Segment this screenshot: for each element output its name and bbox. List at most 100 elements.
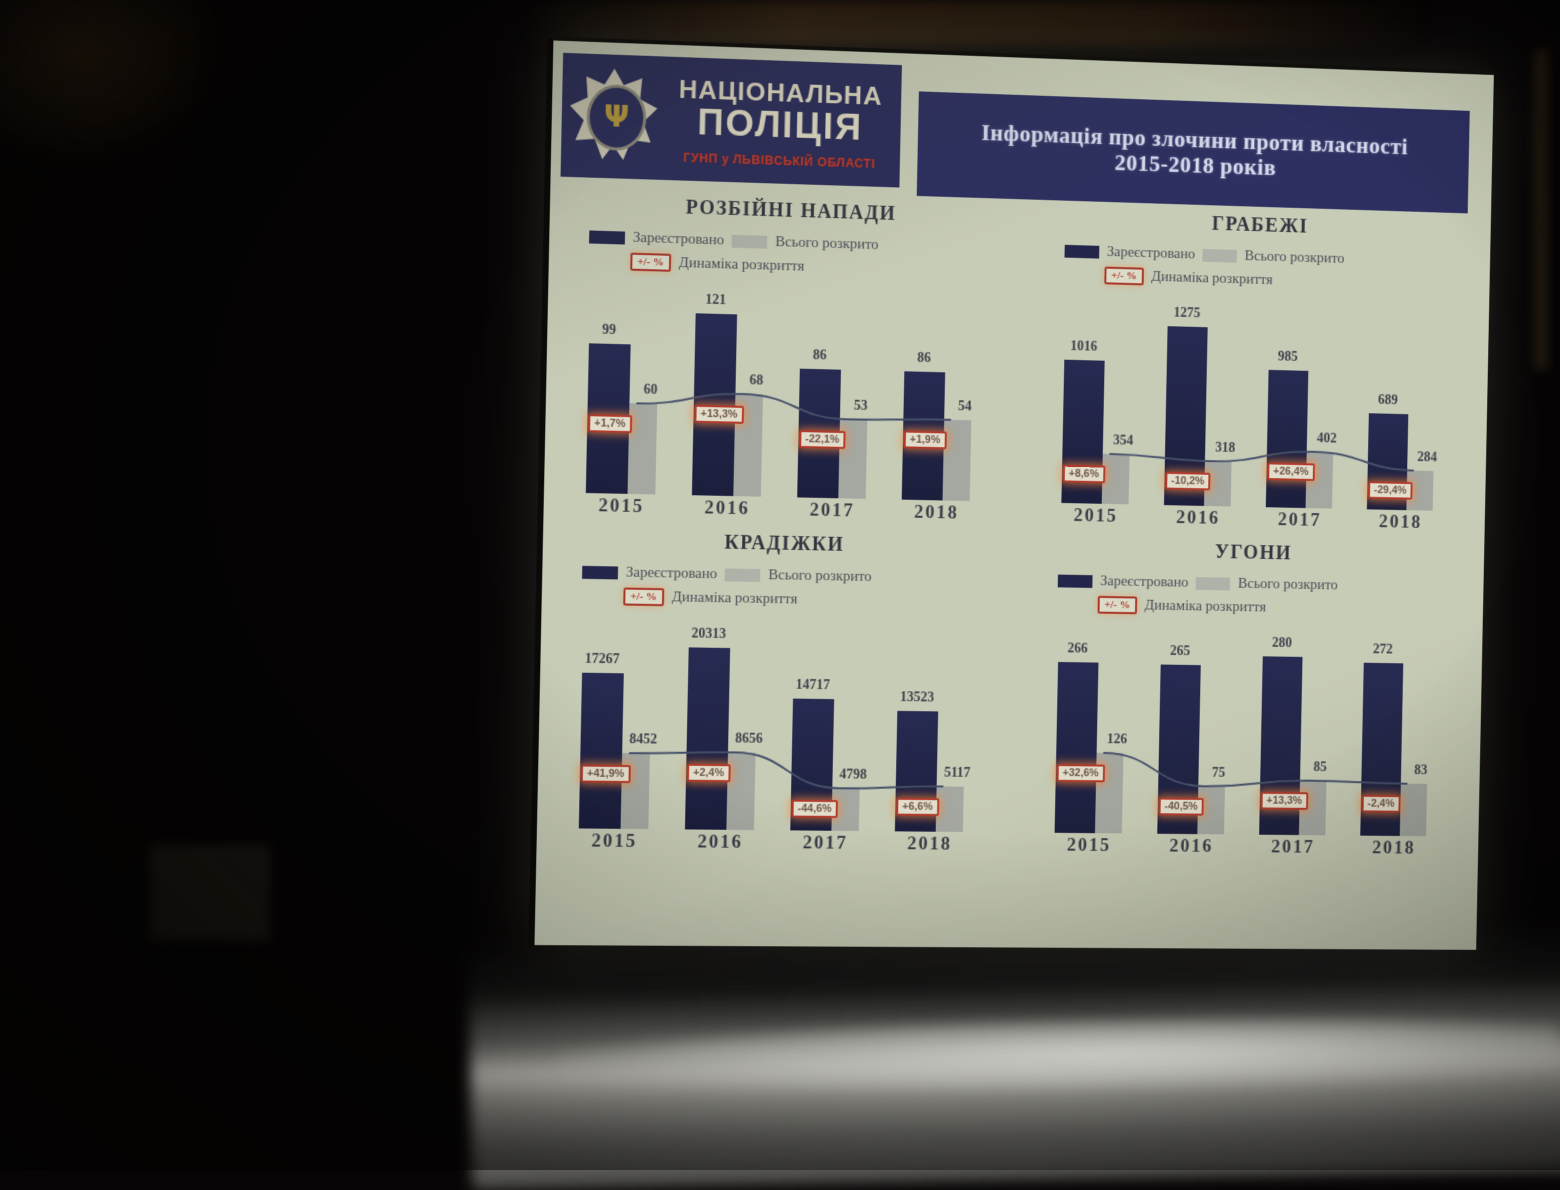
tryzub-icon: Ψ [604, 102, 630, 133]
dynamics-percent-badge: +32,6% [1057, 764, 1105, 782]
registered-value: 14717 [775, 678, 850, 695]
chart-title: УГОНИ [1031, 538, 1472, 569]
year-label: 2018 [1353, 511, 1447, 534]
legend-registered-label: Зареєстровано [633, 229, 725, 249]
legend-dynamics-label: Динаміка розкриття [1144, 597, 1266, 616]
solved-value: 318 [1196, 440, 1255, 457]
registered-value: 1016 [1047, 339, 1120, 357]
legend-dynamics-label: Динаміка розкриття [1151, 268, 1273, 288]
solved-value: 126 [1087, 732, 1147, 748]
solved-value: 54 [935, 399, 995, 416]
registered-swatch-icon [1058, 574, 1093, 587]
chart-legend: Зареєстровано Всього розкрито +/- % Дина… [1064, 239, 1478, 298]
registered-value: 280 [1246, 636, 1318, 653]
dynamics-box-icon: +/- % [623, 588, 664, 607]
police-badge-icon: Ψ [569, 67, 658, 166]
legend-registered-label: Зареєстровано [1107, 244, 1196, 263]
solved-value: 68 [726, 373, 787, 390]
wall-glow-corner [0, 0, 230, 170]
dynamics-percent-badge: +41,9% [581, 765, 631, 784]
year-label: 2018 [888, 501, 986, 525]
org-subtitle: ГУНП у ЛЬВІВСЬКІЙ ОБЛАСТІ [683, 150, 875, 170]
police-header-box: Ψ НАЦІОНАЛЬНА ПОЛІЦІЯ ГУНП у ЛЬВІВСЬКІЙ … [561, 53, 902, 188]
legend-dynamics-label: Динаміка розкриття [679, 255, 805, 276]
registered-value: 1275 [1151, 305, 1224, 323]
slide-title-line2: 2015-2018 років [1115, 150, 1277, 181]
legend-dynamics-label: Динаміка розкриття [672, 589, 798, 608]
registered-swatch-icon [1064, 244, 1099, 258]
solved-value: 354 [1093, 433, 1153, 450]
legend-solved-label: Всього розкрито [1244, 248, 1344, 268]
org-name-block: НАЦІОНАЛЬНА ПОЛІЦІЯ ГУНП у ЛЬВІВСЬКІЙ ОБ… [666, 73, 894, 171]
legend-solved-label: Всього розкрито [768, 567, 872, 586]
legend-registered-label: Зареєстровано [1100, 573, 1189, 591]
dynamics-percent-badge: -22,1% [799, 430, 845, 449]
registered-value: 985 [1252, 349, 1324, 366]
registered-value: 99 [571, 322, 647, 340]
year-label: 2017 [1252, 509, 1347, 532]
dynamics-percent-badge: -2,4% [1362, 795, 1401, 813]
solved-value: 60 [620, 382, 682, 399]
year-label: 2015 [564, 830, 664, 853]
chart-robberies: ГРАБЕЖІ Зареєстровано Всього розкрито +/… [1032, 208, 1479, 537]
x-axis-labels: 2015 2016 2017 2018 [558, 828, 1004, 858]
year-label: 2016 [671, 831, 770, 854]
chart-title: ГРАБЕЖІ [1038, 208, 1479, 244]
legend-solved-label: Всього розкрито [775, 234, 879, 254]
slide-title-box: Інформація про злочини проти власності 2… [917, 91, 1470, 213]
year-label: 2015 [1041, 835, 1137, 857]
solved-value: 83 [1392, 763, 1450, 779]
solved-value: 284 [1398, 450, 1456, 467]
chart-legend: Зареєстровано Всього розкрито +/- % Дина… [581, 560, 1009, 615]
screen-edge-glow [1534, 50, 1548, 370]
dynamics-box-icon: +/- % [630, 253, 671, 272]
dynamics-box-icon: +/- % [1104, 267, 1143, 286]
chart-title: КРАДІЖКИ [555, 528, 1011, 560]
registered-value: 689 [1352, 392, 1424, 409]
solved-value: 5117 [927, 766, 987, 782]
slide: Ψ НАЦІОНАЛЬНА ПОЛІЦІЯ ГУНП у ЛЬВІВСЬКІЙ … [534, 40, 1493, 949]
solved-swatch-icon [725, 568, 761, 582]
registered-value: 272 [1347, 642, 1419, 659]
dynamics-percent-badge: -40,5% [1159, 798, 1204, 816]
registered-value: 86 [887, 350, 961, 368]
dynamics-box-icon: +/- % [1098, 596, 1137, 614]
chart-legend: Зареєстровано Всього розкрито +/- % Дина… [1057, 569, 1471, 623]
year-label: 2018 [881, 833, 979, 856]
dynamics-percent-badge: +6,6% [896, 798, 939, 816]
dynamics-percent-badge: -10,2% [1165, 472, 1210, 491]
legend-registered-label: Зареєстровано [626, 564, 718, 583]
registered-value: 17267 [564, 651, 640, 668]
registered-value: 265 [1144, 644, 1217, 661]
year-label: 2017 [783, 499, 881, 523]
year-label: 2018 [1347, 837, 1441, 859]
registered-value: 266 [1041, 641, 1114, 658]
year-label: 2017 [776, 832, 874, 855]
solved-value: 53 [830, 398, 891, 415]
dynamics-percent-badge: +26,4% [1267, 462, 1314, 481]
dynamics-percent-badge: -44,6% [792, 800, 838, 818]
registered-value: 20313 [671, 626, 746, 643]
solved-swatch-icon [1203, 248, 1238, 262]
foreground-object [150, 845, 270, 940]
chart-car-thefts: УГОНИ Зареєстровано Всього розкрито +/- … [1025, 538, 1472, 862]
chart-thefts: КРАДІЖКИ Зареєстровано Всього розкрито +… [548, 528, 1010, 858]
year-label: 2016 [1143, 836, 1239, 858]
dynamics-percent-badge: +1,7% [588, 414, 632, 433]
registered-swatch-icon [589, 230, 625, 244]
wall-glow [520, 0, 1420, 46]
charts-grid: РОЗБІЙНІ НАПАДИ Зареєстровано Всього роз… [548, 193, 1478, 862]
dynamics-percent-badge: +2,4% [687, 764, 730, 782]
